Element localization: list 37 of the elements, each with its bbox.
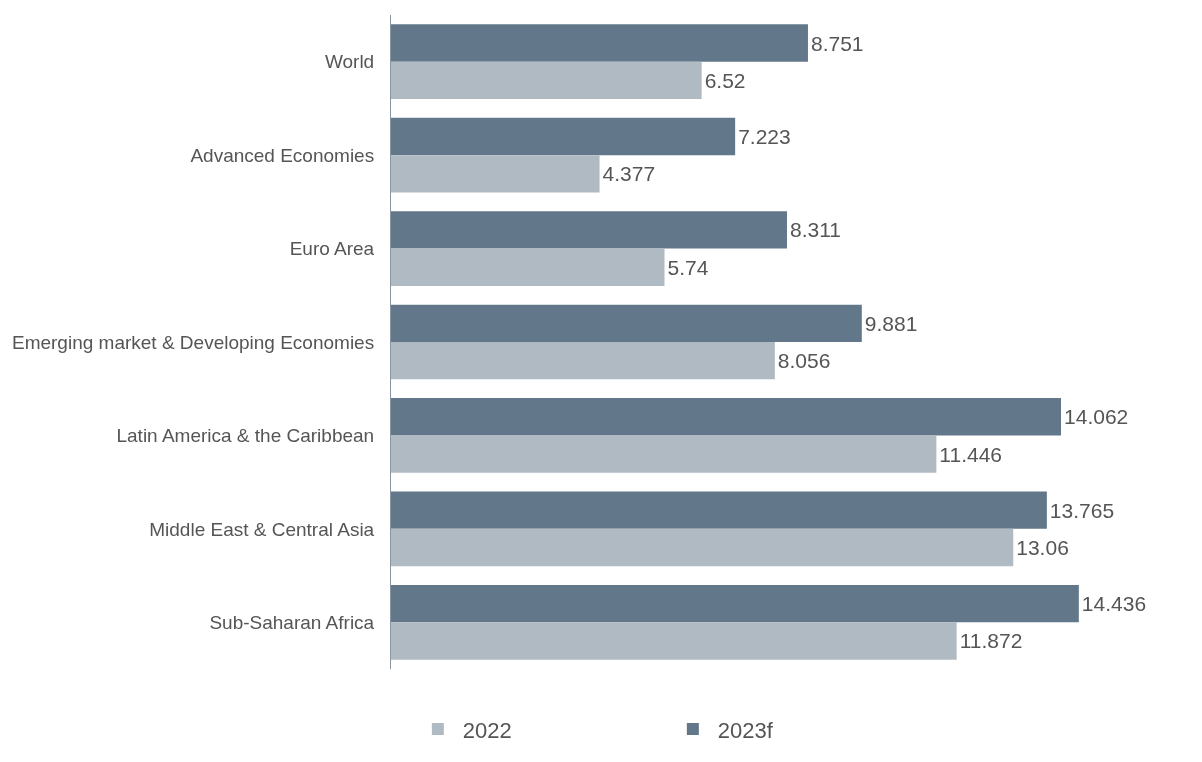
bar [391,24,808,62]
data-label: 4.377 [602,162,656,186]
data-label: 13.765 [1049,498,1115,522]
bar [391,117,736,156]
bar [391,304,862,342]
y-tick-label: Advanced Economies [190,144,375,166]
bar [391,248,665,286]
data-label: 5.74 [667,255,709,279]
bar [391,528,1014,567]
bar [391,61,702,100]
legend-label: 2022 [462,717,512,743]
y-tick-label: World [324,51,375,73]
data-label: 9.881 [864,311,918,335]
y-tick-label: Sub-Saharan Africa [209,611,375,633]
bar [391,584,1079,623]
data-label: 11.872 [959,629,1023,653]
bar [391,491,1047,529]
y-tick-label: Euro Area [289,238,375,260]
legend-label: 2023f [717,717,774,743]
bar [391,211,787,249]
data-label: 8.056 [777,349,831,373]
bar [391,622,957,660]
data-label: 6.52 [704,68,746,92]
data-label: 8.751 [810,31,864,55]
data-label: 7.223 [738,124,791,148]
data-label: 14.436 [1081,592,1147,616]
data-label: 14.062 [1064,405,1129,429]
bar [391,155,600,193]
data-label: 11.446 [939,442,1003,466]
data-label: 8.311 [789,218,841,242]
y-tick-label: Latin America & the Caribbean [116,425,375,447]
data-label: 13.06 [1016,536,1069,560]
y-tick-label: Middle East & Central Asia [149,518,375,540]
bar [391,435,937,473]
bar [391,398,1062,436]
bar [391,342,775,380]
y-tick-label: Emerging market & Developing Economies [11,331,375,353]
